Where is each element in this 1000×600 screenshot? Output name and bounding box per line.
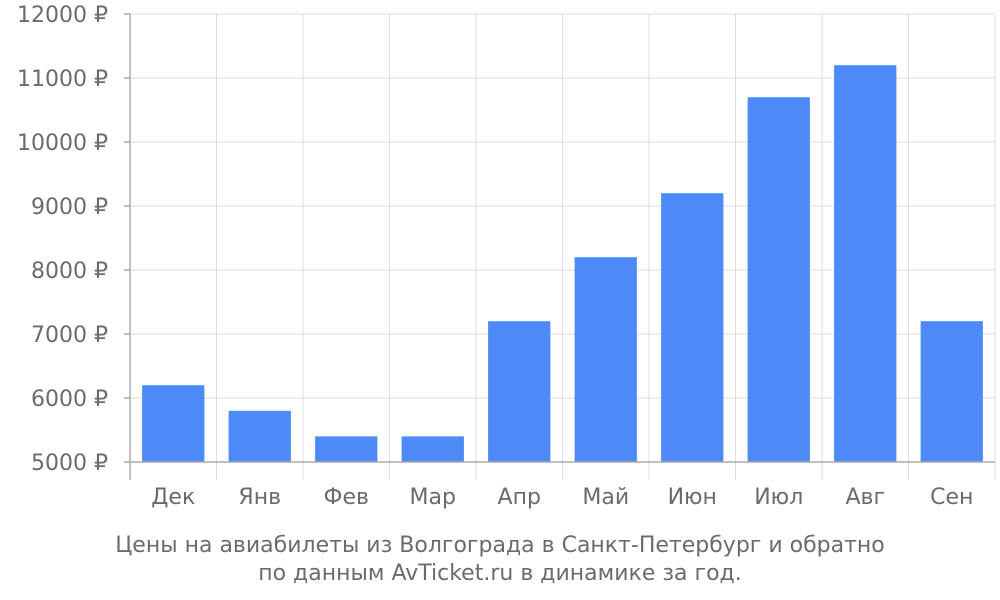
x-tick-label-Май: Май <box>582 485 629 510</box>
bar-Янв <box>228 410 291 462</box>
bar-Дек <box>142 385 205 462</box>
y-tick-label-10000: 10000 ₽ <box>17 131 108 156</box>
caption-line-2: по данным AvTicket.ru в динамике за год. <box>258 561 742 586</box>
x-axis-tick-labels: Дек Янв Фев Мар Апр Май Июн Июл Авг Сен <box>151 485 973 510</box>
bar-Мар <box>401 436 464 462</box>
y-axis-tick-labels: 5000 ₽ 6000 ₽ 7000 ₽ 8000 ₽ 9000 ₽ 10000 ₽ 110… <box>17 3 108 476</box>
chart-bars <box>142 65 983 462</box>
bar-Июн <box>661 193 724 462</box>
bar-Авг <box>834 65 897 462</box>
x-tick-label-Янв: Янв <box>238 485 281 510</box>
x-tick-label-Мар: Мар <box>410 485 456 510</box>
y-tick-label-8000: 8000 ₽ <box>31 259 108 284</box>
y-tick-label-5000: 5000 ₽ <box>31 451 108 476</box>
caption-line-1: Цены на авиабилеты из Волгограда в Санкт… <box>115 533 885 558</box>
x-tick-label-Фев: Фев <box>324 485 369 510</box>
bar-Апр <box>488 321 551 462</box>
bar-Сен <box>920 321 983 462</box>
y-tick-label-7000: 7000 ₽ <box>31 323 108 348</box>
bar-Июл <box>747 97 810 462</box>
price-bar-chart: 5000 ₽ 6000 ₽ 7000 ₽ 8000 ₽ 9000 ₽ 10000 ₽ 110… <box>17 3 996 510</box>
bar-Фев <box>315 436 378 462</box>
bar-Май <box>574 257 637 462</box>
x-tick-label-Апр: Апр <box>498 485 541 510</box>
x-tick-label-Июн: Июн <box>668 485 717 510</box>
x-tick-label-Авг: Авг <box>845 485 885 510</box>
x-tick-label-Июл: Июл <box>754 485 803 510</box>
chart-caption: Цены на авиабилеты из Волгограда в Санкт… <box>0 532 1000 588</box>
x-tick-label-Сен: Сен <box>930 485 973 510</box>
y-tick-label-11000: 11000 ₽ <box>17 67 108 92</box>
y-tick-label-12000: 12000 ₽ <box>17 3 108 28</box>
chart-axes <box>124 13 995 480</box>
chart-grid <box>130 13 996 480</box>
x-tick-label-Дек: Дек <box>151 485 195 510</box>
y-tick-label-9000: 9000 ₽ <box>31 195 108 220</box>
y-tick-label-6000: 6000 ₽ <box>31 387 108 412</box>
